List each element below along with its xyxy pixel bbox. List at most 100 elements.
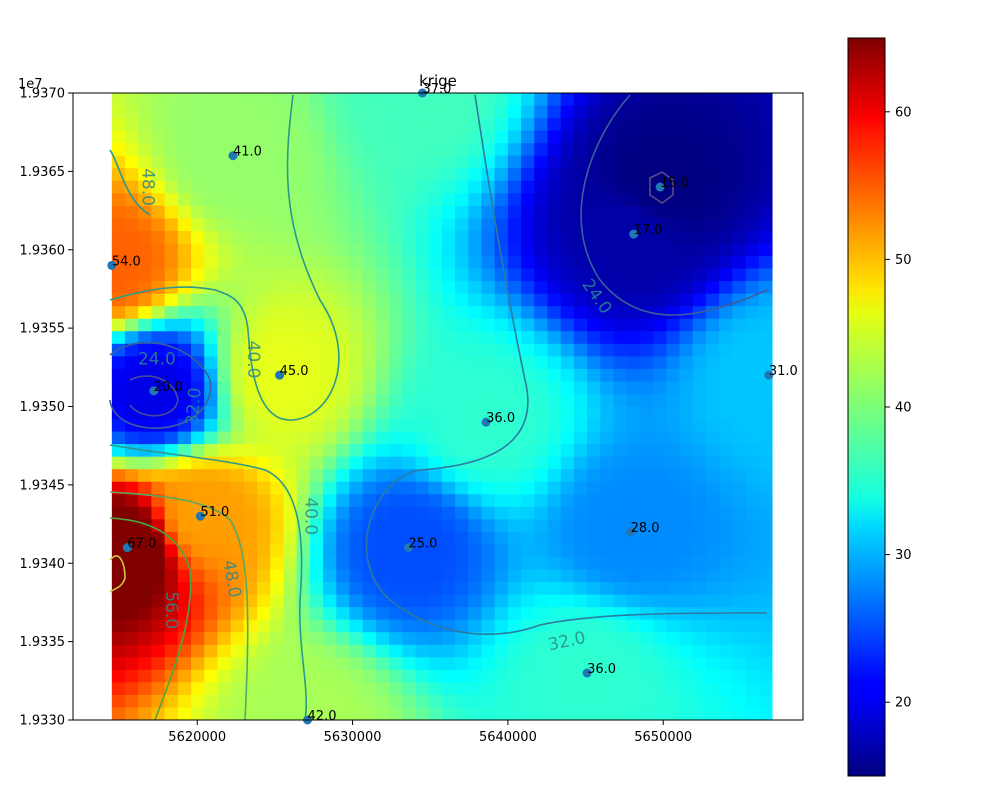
heatmap-cell [481,93,496,107]
heatmap-cell [389,205,403,219]
heatmap-cell [164,393,179,408]
heatmap-cell [455,694,469,709]
heatmap-cell [217,343,232,357]
heatmap-cell [573,644,588,658]
heatmap-cell [494,607,509,621]
heatmap-cell [204,281,219,295]
heatmap-cell [296,218,311,232]
heatmap-cell [125,381,139,395]
heatmap-cell [758,243,773,257]
heatmap-cell [164,256,179,270]
heatmap-cell [521,180,535,194]
heatmap-cell [257,293,271,307]
heatmap-cell [573,682,588,696]
heatmap-cell [217,494,232,508]
heatmap-cell [653,168,667,182]
heatmap-cell [666,381,681,395]
heatmap-cell [468,218,483,232]
heatmap-cell [560,607,575,621]
heatmap-cell [389,694,403,709]
heatmap-cell [481,180,496,194]
heatmap-cell [375,118,390,132]
heatmap-cell [243,406,258,420]
heatmap-cell [375,393,390,408]
heatmap-cell [243,180,258,194]
heatmap-cell [204,130,219,144]
heatmap-cell [692,582,707,596]
heatmap-cell [705,130,720,144]
heatmap-cell [217,168,232,182]
heatmap-cell [547,118,562,132]
heatmap-cell [547,281,562,295]
heatmap-cell [191,143,205,157]
heatmap-cell [587,306,601,320]
heatmap-cell [455,582,469,596]
heatmap-cell [428,469,443,483]
heatmap-cell [521,582,535,596]
heatmap-cell [468,168,483,182]
heatmap-cell [217,118,232,132]
heatmap-cell [191,481,205,495]
heatmap-cell [560,694,575,709]
heatmap-cell [507,469,522,483]
heatmap-cell [362,619,377,633]
heatmap-cell [283,293,298,307]
heatmap-cell [230,218,245,232]
heatmap-cell [626,494,641,508]
heatmap-cell [468,155,483,169]
heatmap-cell [719,368,733,383]
heatmap-layer [111,93,773,720]
heatmap-cell [323,607,337,621]
heatmap-cell [415,506,430,520]
heatmap-cell [560,469,575,483]
heatmap-cell [758,105,773,119]
heatmap-cell [481,582,496,596]
heatmap-cell [349,230,364,245]
heatmap-cell [534,607,549,621]
heatmap-cell [257,155,271,169]
heatmap-cell [296,481,311,495]
heatmap-cell [679,444,694,458]
heatmap-cell [111,682,126,696]
heatmap-cell [507,356,522,370]
heatmap-cell [666,218,681,232]
heatmap-cell [191,331,205,345]
heatmap-cell [323,118,337,132]
heatmap-cell [402,619,417,633]
heatmap-cell [732,669,747,683]
heatmap-cell [679,531,694,546]
heatmap-cell [758,669,773,683]
heatmap-cell [177,256,192,270]
heatmap-cell [296,419,311,433]
heatmap-cell [164,343,179,357]
heatmap-cell [494,707,509,720]
heatmap-cell [587,694,601,709]
heatmap-cell [164,506,179,520]
heatmap-cell [428,506,443,520]
heatmap-cell [164,544,179,558]
heatmap-cell [653,632,667,646]
heatmap-cell [217,682,232,696]
heatmap-cell [296,506,311,520]
heatmap-cell [323,682,337,696]
heatmap-cell [587,469,601,483]
heatmap-cell [428,657,443,671]
heatmap-cell [613,318,628,332]
heatmap-cell [666,155,681,169]
heatmap-cell [758,657,773,671]
heatmap-cell [732,381,747,395]
heatmap-cell [111,456,126,470]
heatmap-cell [507,393,522,408]
heatmap-cell [441,218,456,232]
heatmap-cell [705,368,720,383]
heatmap-cell [666,619,681,633]
heatmap-cell [692,694,707,709]
heatmap-cell [441,444,456,458]
heatmap-cell [375,694,390,709]
heatmap-cell [468,506,483,520]
heatmap-cell [573,469,588,483]
heatmap-cell [270,293,285,307]
heatmap-cell [639,180,654,194]
heatmap-cell [257,469,271,483]
heatmap-cell [573,456,588,470]
